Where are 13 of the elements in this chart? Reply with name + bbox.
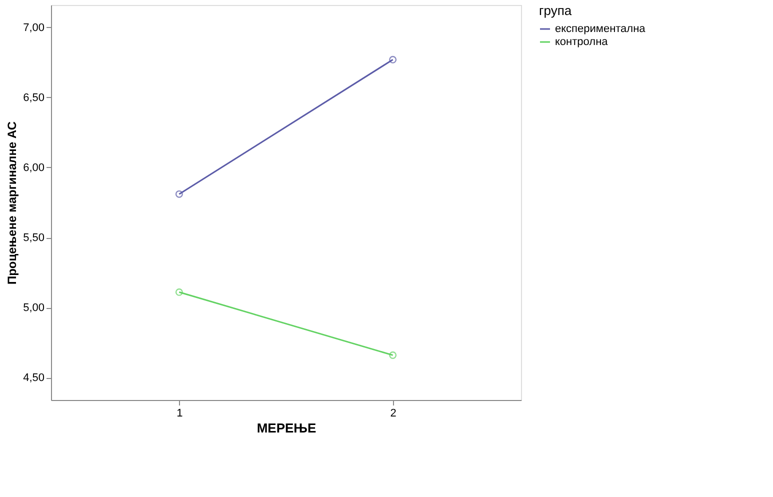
y-tick-label: 5,00 [23, 302, 44, 314]
x-tick-label: 2 [390, 408, 396, 420]
y-tick-label: 6,50 [23, 92, 44, 104]
x-axis-title: МЕРЕЊЕ [256, 420, 316, 436]
y-tick-label: 4,50 [23, 372, 44, 384]
y-tick-label: 7,00 [23, 22, 44, 34]
x-tick-label: 1 [176, 408, 183, 420]
y-tick-label: 6,00 [23, 162, 44, 174]
legend-label: експериментална [555, 23, 646, 35]
y-axis-title: Процењене маргиналне АС [5, 121, 20, 285]
legend-label: контролна [555, 36, 609, 48]
legend-title: група [539, 3, 572, 18]
y-tick-label: 5,50 [23, 232, 44, 244]
